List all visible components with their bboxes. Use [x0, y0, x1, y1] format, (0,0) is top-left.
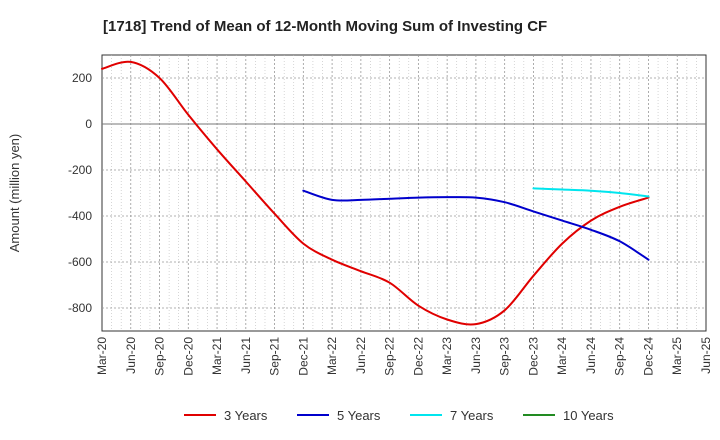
x-tick-label: Sep-21	[268, 337, 282, 376]
x-tick-label: Mar-20	[95, 337, 109, 375]
x-tick-label: Jun-20	[124, 337, 138, 374]
x-tick-label: Mar-25	[670, 337, 684, 375]
x-tick-label: Mar-24	[555, 337, 569, 375]
y-tick-label: -800	[68, 301, 92, 315]
legend-label: 7 Years	[450, 408, 494, 423]
x-tick-label: Jun-24	[584, 337, 598, 374]
legend: 3 Years 5 Years 7 Years 10 Years	[184, 408, 614, 423]
x-tick-label: Sep-23	[498, 337, 512, 376]
y-tick-label: 200	[72, 71, 92, 85]
legend-label: 10 Years	[563, 408, 614, 423]
series-line-7-years	[532, 187, 650, 198]
x-tick-label: Jun-23	[469, 337, 483, 374]
y-tick-label: 0	[85, 117, 92, 131]
chart-title: [1718] Trend of Mean of 12-Month Moving …	[103, 18, 547, 35]
plot-area	[101, 54, 707, 332]
x-tick-label: Dec-22	[411, 337, 425, 376]
x-tick-label: Jun-25	[699, 337, 713, 374]
series-line-5-years	[302, 189, 650, 261]
x-tick-label: Dec-21	[296, 337, 310, 376]
series-lines	[101, 60, 650, 326]
series-line-3-years	[101, 60, 650, 326]
y-axis-label: Amount (million yen)	[7, 134, 22, 253]
x-tick-label: Mar-21	[210, 337, 224, 375]
x-tick-label: Sep-24	[613, 337, 627, 376]
y-tick-label: -400	[68, 209, 92, 223]
x-tick-label: Jun-22	[354, 337, 368, 374]
x-tick-label: Mar-22	[325, 337, 339, 375]
legend-label: 5 Years	[337, 408, 381, 423]
y-tick-label: -200	[68, 163, 92, 177]
x-tick-label: Sep-20	[153, 337, 167, 376]
x-tick-label: Sep-22	[383, 337, 397, 376]
x-axis-ticks: Mar-20 Jun-20 Sep-20 Dec-20 Mar-21 Jun-21 Sep-…	[95, 337, 713, 376]
y-tick-label: -600	[68, 255, 92, 269]
x-tick-label: Jun-21	[239, 337, 253, 374]
grid-x	[111, 55, 697, 331]
grid-y	[102, 77, 706, 309]
legend-label: 3 Years	[224, 408, 268, 423]
x-tick-label: Dec-20	[181, 337, 195, 376]
x-tick-label: Dec-24	[641, 337, 655, 376]
y-axis-ticks: 200 0 -200 -400 -600 -800	[68, 71, 92, 315]
x-tick-label: Dec-23	[526, 337, 540, 376]
x-tick-label: Mar-23	[440, 337, 454, 375]
